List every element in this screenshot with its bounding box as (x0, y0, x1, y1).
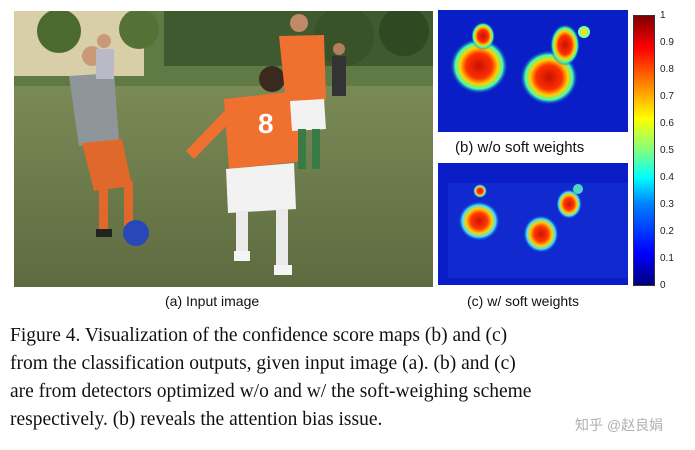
caption-line: from the classification outputs, given i… (10, 353, 516, 374)
subcaption-b: (b) w/o soft weights (455, 139, 585, 156)
colorbar (633, 15, 655, 286)
colorbar-tick-label: 0.7 (660, 91, 674, 102)
blob-right (556, 189, 582, 219)
player-background (96, 34, 114, 79)
heatmap-b-blobs (438, 10, 628, 132)
colorbar-tick-label: 0.4 (660, 172, 674, 183)
input-image: 8 (14, 11, 433, 287)
jersey-number: 8 (258, 108, 274, 139)
colorbar-tick-label: 0.5 (660, 145, 674, 156)
heatmap-with-soft-weights (438, 163, 628, 285)
colorbar-tick-label: 0 (660, 280, 666, 291)
subcaption-c: (c) w/ soft weights (467, 293, 580, 309)
colorbar-tick-label: 0.8 (660, 64, 674, 75)
colorbar-tick-label: 0.2 (660, 226, 674, 237)
watermark: 知乎 @赵良娟 (575, 417, 664, 433)
caption-line: Figure 4. Visualization of the confidenc… (10, 325, 508, 346)
colorbar-tick-label: 1 (660, 10, 666, 21)
colorbar-tick-label: 0.1 (660, 253, 674, 264)
colorbar-tick-label: 0.9 (660, 37, 674, 48)
subcaption-a: (a) Input image (165, 293, 260, 309)
player-grey (69, 46, 133, 237)
heatmap-without-soft-weights (438, 10, 628, 132)
player-far (332, 43, 346, 96)
soccer-ball (123, 220, 149, 246)
blob-left (458, 201, 500, 241)
figure-caption: Figure 4. Visualization of the confidenc… (10, 322, 690, 434)
caption-line: are from detectors optimized w/o and w/ … (10, 381, 532, 402)
colorbar-tick-label: 0.6 (660, 118, 674, 129)
heatmap-c-blobs (438, 163, 628, 285)
colorbar-tick-label: 0.3 (660, 199, 674, 210)
soccer-photo: 8 (14, 11, 433, 287)
blob-center (523, 215, 559, 253)
player-right (279, 14, 326, 169)
player-eight: 8 (186, 66, 304, 275)
caption-line: respectively. (b) reveals the attention … (10, 409, 383, 430)
blob-left (450, 38, 508, 94)
blob-right (550, 24, 580, 66)
